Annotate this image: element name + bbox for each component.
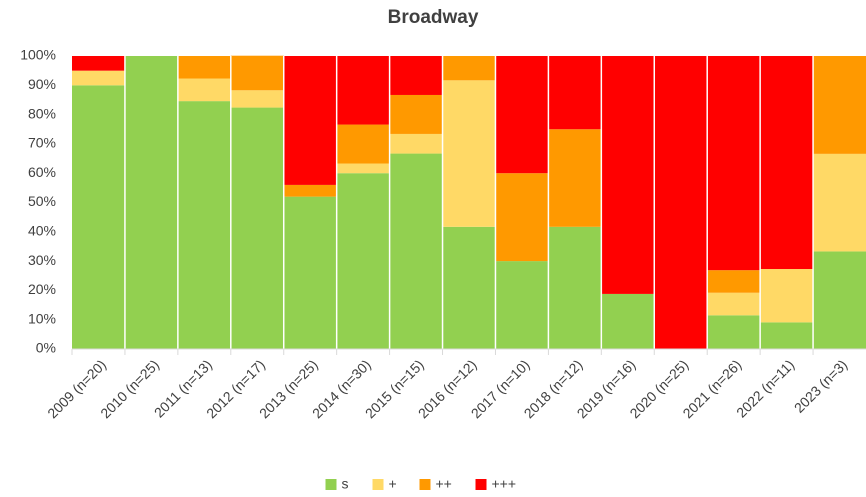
y-tick-label: 20%: [28, 281, 56, 297]
legend-label: +: [389, 476, 397, 492]
bar-segment: [283, 184, 337, 197]
legend-swatch: [475, 479, 487, 490]
legend-swatch: [419, 479, 431, 490]
bar-segment: [495, 261, 549, 349]
bar-segment: [601, 293, 655, 349]
legend-label: +++: [492, 476, 517, 492]
bar-segment: [389, 133, 443, 154]
bar-segment: [177, 101, 231, 349]
bar-segment: [124, 56, 178, 349]
bar-segment: [389, 56, 443, 95]
legend-swatch: [372, 479, 384, 490]
y-tick-label: 90%: [28, 76, 56, 92]
legend-label: s: [342, 476, 349, 492]
x-tick-label: 2023 (n=3): [791, 356, 850, 415]
bar-segment: [230, 107, 284, 350]
bar-segment: [548, 129, 602, 227]
y-tick-label: 70%: [28, 135, 56, 151]
y-tick-label: 60%: [28, 164, 56, 180]
bar-segment: [760, 269, 814, 323]
bar-segment: [707, 292, 761, 316]
bar-segment: [495, 173, 549, 262]
bar-segment: [389, 94, 443, 134]
bar-segment: [813, 153, 866, 252]
y-tick-label: 0%: [36, 340, 56, 356]
bar-segment: [813, 251, 866, 349]
bar-segment: [336, 173, 390, 349]
bar-segment: [707, 270, 761, 293]
bar-segment: [813, 56, 866, 154]
bar-segment: [336, 56, 390, 125]
bar-segment: [442, 56, 496, 81]
y-tick-label: 10%: [28, 310, 56, 326]
bar-segment: [760, 56, 814, 270]
bar-segment: [707, 56, 761, 271]
bar-segment: [72, 56, 125, 71]
bar-segment: [283, 196, 337, 349]
y-tick-label: 100%: [20, 47, 56, 63]
y-tick-label: 80%: [28, 105, 56, 121]
bar-segment: [548, 226, 602, 349]
bar-segment: [336, 163, 390, 174]
bar-segment: [336, 124, 390, 164]
bar-segment: [442, 80, 496, 227]
legend-swatch: [325, 479, 337, 490]
y-tick-label: 50%: [28, 193, 56, 209]
bar-segment: [442, 226, 496, 349]
bar-segment: [283, 56, 337, 185]
y-tick-label: 30%: [28, 252, 56, 268]
legend-label: ++: [436, 476, 452, 492]
bar-segment: [601, 56, 655, 294]
bar-segment: [707, 315, 761, 349]
bar-segment: [760, 322, 814, 349]
bar-segment: [230, 90, 284, 108]
bar-segment: [495, 56, 549, 174]
bar-segment: [548, 56, 602, 130]
bar-segment: [230, 55, 284, 91]
bar-segment: [177, 56, 231, 79]
bar-segment: [72, 85, 125, 350]
y-tick-label: 40%: [28, 223, 56, 239]
bar-segment: [177, 78, 231, 102]
chart-title: Broadway: [388, 7, 479, 28]
bar-segment: [654, 56, 708, 349]
bar-segment: [72, 70, 125, 86]
bar-segment: [389, 153, 443, 349]
